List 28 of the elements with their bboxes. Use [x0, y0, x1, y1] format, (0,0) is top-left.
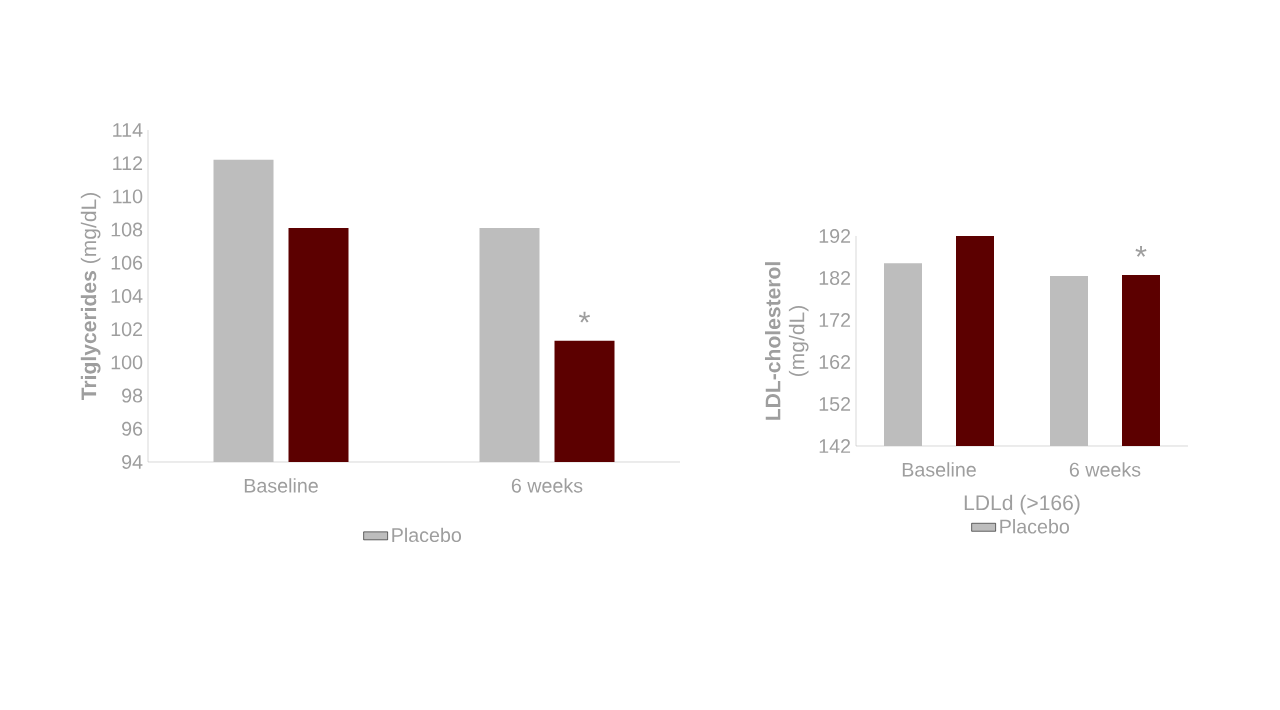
y-tick-label: 192: [819, 229, 851, 243]
annotation: *: [1135, 245, 1147, 257]
x-tick-label: 6 weeks: [511, 478, 583, 493]
y-tick-label: 94: [122, 455, 143, 469]
x-tick-label: 6 weeks: [1069, 462, 1141, 477]
y-tick-label: 104: [111, 289, 143, 303]
legend-label: Placebo: [392, 527, 462, 543]
x-tick-label: Baseline: [244, 478, 318, 493]
y-tick-label: 96: [122, 421, 143, 436]
y-tick-label: 100: [111, 355, 143, 370]
y-tick-label: 142: [819, 439, 851, 453]
x-tick-label: Baseline: [902, 462, 976, 477]
y-tick-label: 108: [111, 222, 143, 237]
y-tick-label: 102: [111, 322, 143, 337]
y-tick-label: 112: [113, 156, 143, 171]
y-tick-label: 172: [819, 313, 851, 327]
y-tick-label: 110: [113, 189, 143, 204]
y-tick-label: 98: [122, 388, 143, 403]
legend-label: Placebo: [1000, 519, 1069, 534]
x-axis-title: LDLd (>166): [964, 494, 1080, 515]
y-tick-label: 106: [111, 255, 143, 270]
y-tick-label: 162: [819, 355, 851, 369]
y-axis-title: LDL-cholesterol (mg/dL): [764, 262, 809, 420]
y-tick-label: 114: [113, 123, 143, 137]
y-axis-title: Triglycerides (mg/dL): [80, 193, 101, 401]
y-tick-label: 182: [819, 271, 851, 285]
annotation: *: [578, 311, 591, 323]
y-tick-label: 152: [819, 397, 851, 411]
